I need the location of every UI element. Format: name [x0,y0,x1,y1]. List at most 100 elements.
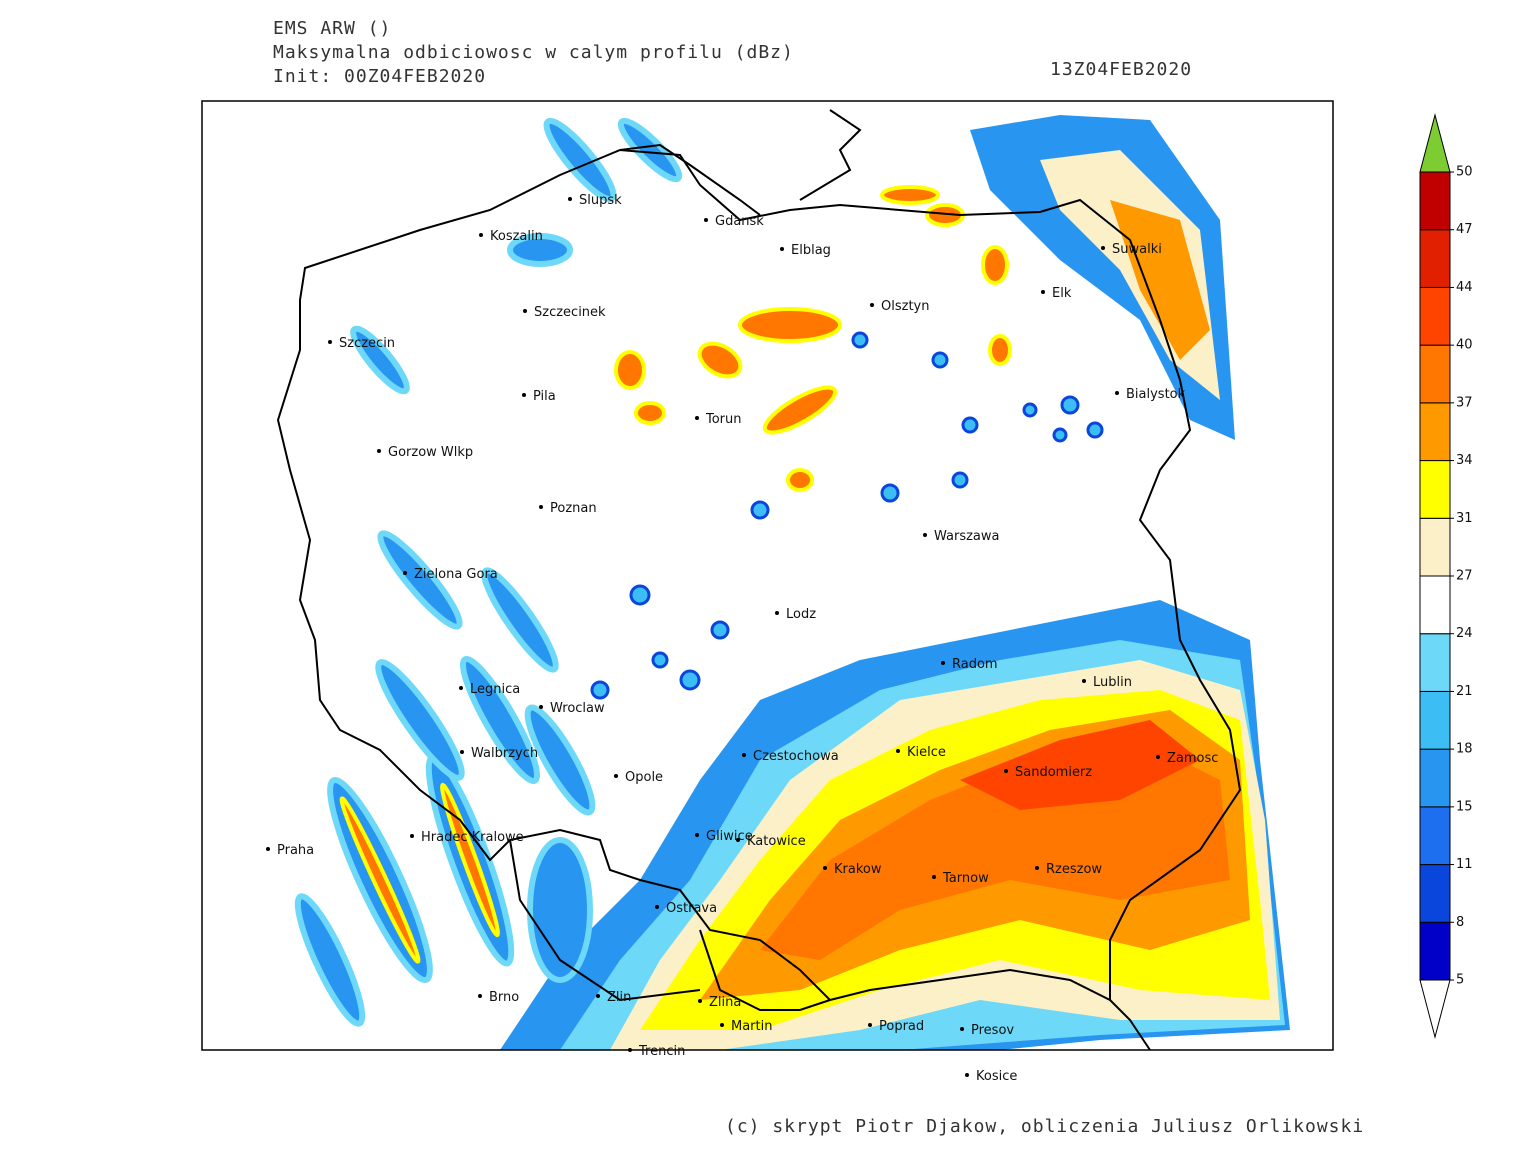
city-marker [1004,769,1008,773]
colorbar-bin [1419,690,1451,750]
city-label: Presov [971,1023,1014,1038]
credit: (c) skrypt Piotr Djakow, obliczenia Juli… [725,1116,1364,1137]
colorbar-bin [1419,402,1451,462]
city-label: Warszawa [934,529,1000,544]
city-label: Ostrava [666,901,717,916]
city-labels: Slupsk Koszalin Gdansk Elblag Szczecinek Olsz… [266,193,1218,1084]
city-label: Walbrzych [471,746,538,761]
borders [276,109,1242,1051]
city-label: Kielce [907,745,946,760]
city-marker [459,686,463,690]
colorbar-under [1419,979,1451,1039]
city-label: Lodz [786,607,816,622]
city-label: Tarnow [942,871,989,886]
city-marker [460,750,464,754]
city-label: Radom [952,657,998,672]
city-marker [941,661,945,665]
city-label: Czestochowa [753,749,839,764]
city-label: Martin [731,1019,772,1034]
colorbar-bin [1419,460,1451,519]
city-marker [523,309,527,313]
city-marker [328,340,332,344]
city-marker [1156,755,1160,759]
city-label: Bialystok [1126,387,1186,402]
city-marker [704,218,708,222]
init-time: Init: 00Z04FEB2020 [273,66,486,87]
colorbar-tick-label: 34 [1456,453,1473,468]
city-marker [1101,246,1105,250]
city-label: Koszalin [490,229,543,244]
city-label: Hradec Kralowe [421,830,524,845]
colorbar-bin [1419,171,1451,231]
city-marker [932,875,936,879]
colorbar-bin [1419,748,1451,808]
colorbar-bin [1419,806,1451,866]
city-marker [628,1048,632,1052]
city-label: Slupsk [579,193,622,208]
city-marker [1041,290,1045,294]
colorbar-bin [1419,344,1451,404]
city-label: Gdansk [715,214,764,229]
radar-field [294,115,1290,1050]
colorbar-tick-label: 44 [1456,280,1473,295]
colorbar-bin [1419,575,1451,635]
colorbar-over [1419,113,1451,173]
city-marker [720,1023,724,1027]
city-label: Krakow [834,862,882,877]
city-marker [403,571,407,575]
city-marker [823,866,827,870]
colorbar-bin [1419,286,1451,346]
city-marker [1035,866,1039,870]
city-label: Zielona Gora [414,567,498,582]
city-marker [896,749,900,753]
city-label: Kosice [976,1069,1017,1084]
colorbar-tick-label: 15 [1456,799,1473,814]
city-label: Lublin [1093,675,1132,690]
city-marker [479,233,483,237]
colorbar-tick-label: 40 [1456,338,1473,353]
city-label: Olsztyn [881,299,929,314]
field-title: Maksymalna odbiciowosc w calym profilu (… [273,42,794,63]
city-label: Brno [489,990,519,1005]
colorbar: 5 8 11 15 18 21 24 27 31 34 37 40 44 47 50 [1419,113,1473,1039]
colorbar-tick-label: 21 [1456,684,1473,699]
city-label: Pila [533,389,556,404]
city-label: Zlina [709,995,741,1010]
city-marker [870,303,874,307]
city-marker [410,834,414,838]
city-label: Torun [705,412,742,427]
city-marker [596,994,600,998]
city-label: Sandomierz [1015,765,1092,780]
colorbar-bin [1419,517,1451,577]
city-marker [923,533,927,537]
colorbar-tick-label: 5 [1456,973,1464,988]
city-marker [965,1073,969,1077]
city-label: Praha [277,843,314,858]
city-marker [568,197,572,201]
city-marker [1115,391,1119,395]
colorbar-tick-label: 47 [1456,222,1473,237]
city-marker [736,838,740,842]
model-title: EMS ARW () [273,18,391,39]
colorbar-tick-label: 37 [1456,395,1473,410]
city-marker [522,393,526,397]
valid-time: 13Z04FEB2020 [1050,59,1192,80]
city-label: Suwalki [1112,242,1162,257]
city-label: Poprad [879,1019,924,1034]
colorbar-bin [1419,229,1451,288]
colorbar-tick-label: 50 [1456,165,1473,180]
city-marker [775,611,779,615]
city-marker [539,705,543,709]
city-marker [1082,679,1086,683]
colorbar-tick-label: 24 [1456,626,1473,641]
city-label: Legnica [470,682,520,697]
city-marker [478,994,482,998]
city-label: Wroclaw [550,701,605,716]
city-label: Szczecin [339,336,395,351]
city-label: Katowice [747,834,806,849]
city-label: Zamosc [1167,751,1218,766]
colorbar-bin [1419,921,1451,981]
city-label: Rzeszow [1046,862,1102,877]
map-frame [201,100,1334,1051]
city-marker [742,753,746,757]
